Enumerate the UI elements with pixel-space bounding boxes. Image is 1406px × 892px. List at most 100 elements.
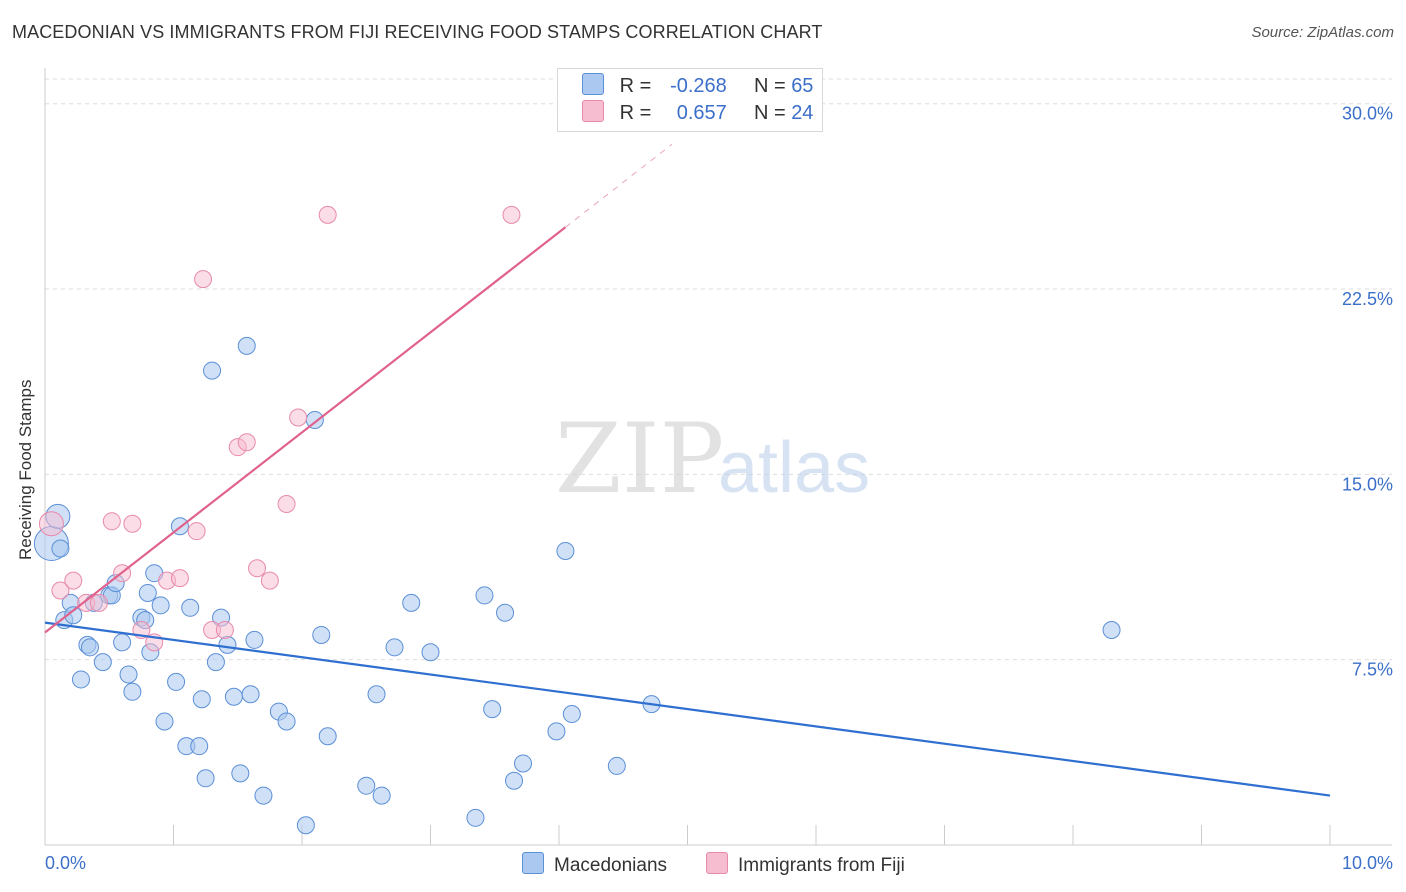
macedonian-point [155, 712, 174, 731]
macedonian-point [475, 586, 494, 605]
macedonian-point [277, 712, 296, 731]
legend-n-value-1: 65 [791, 75, 814, 97]
bottom-legend-macedonians: Macedonians [522, 852, 667, 877]
macedonian-point [562, 705, 581, 724]
macedonian-point [367, 685, 386, 704]
bottom-legend-label-1: Macedonians [554, 855, 668, 876]
macedonian-point [218, 635, 237, 654]
macedonian-point [123, 682, 142, 701]
macedonian-point [466, 808, 485, 827]
macedonian-point [496, 603, 515, 622]
x-tick-label-right: 10.0% [1342, 853, 1393, 873]
macedonian-point [421, 643, 440, 662]
blue-legend-swatch [522, 852, 544, 874]
fiji-point [170, 569, 189, 588]
legend-r-label-2: R = [619, 102, 652, 124]
y-tick-label: 22.5% [1342, 289, 1393, 309]
macedonian-point [196, 769, 215, 788]
macedonian-point [1102, 621, 1121, 640]
x-tick-label-left: 0.0% [45, 853, 86, 873]
grid-layer [45, 78, 1392, 661]
macedonian-point [483, 700, 502, 719]
bottom-legend-label-2: Immigrants from Fiji [738, 855, 905, 876]
legend-n-value-2: 24 [791, 102, 814, 124]
pink-swatch [582, 100, 604, 122]
macedonian-point [71, 670, 90, 689]
watermark-atlas: atlas [718, 428, 870, 508]
macedonian-point [113, 633, 132, 652]
legend-r-value-1: -0.268 [670, 75, 727, 97]
macedonian-point [245, 630, 264, 649]
macedonian-point [556, 541, 575, 560]
macedonian-point [151, 596, 170, 615]
fiji-point [237, 433, 256, 452]
macedonian-point [505, 771, 524, 790]
macedonian-point [203, 361, 222, 380]
bottom-legend-fiji: Immigrants from Fiji [706, 852, 905, 877]
macedonian-point [402, 593, 421, 612]
macedonian-point [372, 786, 391, 805]
label-layer: 7.5% 15.0% 22.5% 30.0% 0.0% 10.0% [45, 104, 1393, 873]
macedonian-point [607, 756, 626, 775]
macedonian-trend-line [44, 621, 1331, 797]
macedonian-point [254, 786, 273, 805]
trend-layer [44, 143, 1331, 797]
macedonian-point [318, 727, 337, 746]
watermark-zip: ZIP [555, 403, 724, 515]
macedonian-point [192, 690, 211, 709]
points-layer [33, 205, 1121, 835]
axis-layer [44, 68, 1392, 846]
macedonian-point [190, 737, 209, 756]
pink-legend-swatch [706, 852, 728, 874]
fiji-point [248, 559, 267, 578]
macedonian-point [547, 722, 566, 741]
fiji-point [215, 621, 234, 640]
fiji-point [102, 512, 121, 531]
fiji-point [38, 511, 64, 537]
fiji-point [123, 514, 142, 533]
fiji-point [51, 581, 70, 600]
fiji-point [277, 495, 296, 514]
macedonian-point [514, 754, 533, 773]
macedonian-point [93, 653, 112, 672]
legend-r-label-1: R = [619, 75, 652, 97]
macedonian-point [119, 665, 138, 684]
fiji-point [502, 205, 521, 224]
macedonian-point [237, 336, 256, 355]
y-tick-label: 30.0% [1342, 104, 1393, 124]
macedonian-point [224, 687, 243, 706]
stats-legend: R = -0.268 N = 65 R = 0.657 N = 24 [557, 68, 823, 132]
macedonian-point [357, 776, 376, 795]
macedonian-point [241, 685, 260, 704]
legend-row-fiji: R = 0.657 N = 24 [582, 100, 813, 126]
y-tick-label: 15.0% [1342, 474, 1393, 494]
chart-title: MACEDONIAN VS IMMIGRANTS FROM FIJI RECEI… [12, 22, 823, 42]
fiji-point [64, 571, 83, 590]
fiji-point [289, 408, 308, 427]
fiji-point [89, 593, 108, 612]
macedonian-point [181, 598, 200, 617]
macedonian-point [64, 606, 83, 625]
macedonian-point [51, 539, 70, 558]
fiji-trend-line [44, 226, 567, 634]
legend-row-macedonians: R = -0.268 N = 65 [582, 73, 813, 99]
macedonian-point [312, 625, 331, 644]
macedonian-point [296, 816, 315, 835]
fiji-point [187, 522, 206, 541]
macedonian-point [167, 672, 186, 691]
fiji-trend-extension [565, 143, 673, 228]
fiji-point [260, 571, 279, 590]
y-tick-label: 7.5% [1352, 660, 1393, 680]
fiji-point [318, 205, 337, 224]
macedonian-point [206, 653, 225, 672]
source-label: Source: ZipAtlas.com [1251, 24, 1394, 41]
macedonian-point [138, 583, 157, 602]
legend-r-value-2: 0.657 [676, 102, 727, 124]
y-axis-label: Receiving Food Stamps [16, 379, 35, 560]
legend-n-label-1: N = [753, 75, 786, 97]
macedonian-point [231, 764, 250, 783]
fiji-point [194, 270, 213, 289]
blue-swatch [582, 73, 604, 95]
legend-n-label-2: N = [753, 102, 786, 124]
